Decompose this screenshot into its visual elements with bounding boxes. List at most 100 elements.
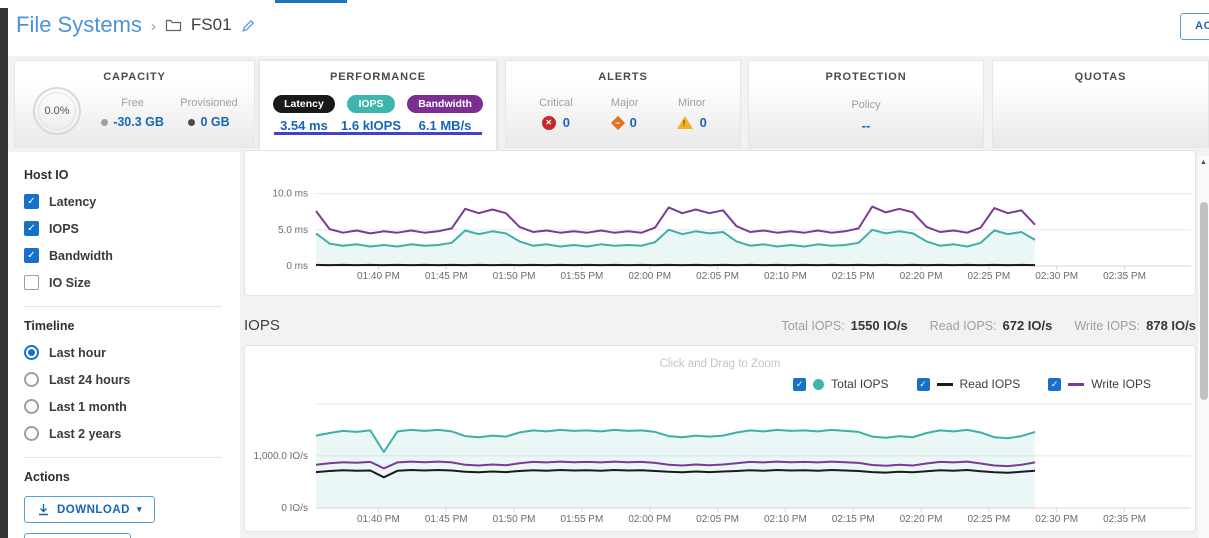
timeline-title: Timeline bbox=[24, 319, 75, 333]
zoom-hint-text: Click and Drag to Zoom bbox=[659, 358, 781, 370]
legend-item-write-iops[interactable]: ✓ Write IOPS bbox=[1048, 377, 1151, 391]
alert-minor: Minor! 0 bbox=[676, 97, 707, 130]
legend-checkbox[interactable]: ✓ bbox=[916, 377, 930, 391]
minor-exclaim: ! bbox=[682, 119, 686, 128]
checkbox-latency[interactable]: ✓ bbox=[24, 194, 39, 209]
checkbox-bandwidth[interactable]: ✓ bbox=[24, 248, 39, 263]
legend-checkbox[interactable]: ✓ bbox=[793, 377, 807, 391]
radio-last-24-hours[interactable] bbox=[24, 372, 39, 387]
x-tick-label: 02:05 PM bbox=[696, 271, 739, 282]
timeline-option-last-1-month[interactable]: Last 1 month bbox=[24, 393, 240, 420]
legend-item-read-iops[interactable]: ✓ Read IOPS bbox=[916, 377, 1021, 391]
chevron-down-icon: ▾ bbox=[137, 504, 143, 514]
actions-title: Actions bbox=[24, 470, 70, 484]
host-io-option-latency[interactable]: ✓ Latency bbox=[24, 188, 240, 215]
performance-card[interactable]: PERFORMANCE Latency 3.54 ms IOPS 1.6 kIOPS B… bbox=[259, 60, 497, 152]
performance-metric-latency: Latency 3.54 ms bbox=[273, 94, 335, 133]
quotas-card-title: QUOTAS bbox=[1074, 71, 1127, 83]
metric-dot-icon bbox=[101, 118, 109, 126]
iops-section-header: IOPS Total IOPS: 1550 IO/s Read IOPS: 672 I… bbox=[244, 312, 1196, 338]
iops-chart-plot[interactable]: 0 IO/s 1,000.0 IO/s 01:40 PM 01:45 PM 01:50 … bbox=[245, 346, 1197, 533]
y-tick-label: 0 ms bbox=[286, 261, 308, 272]
capacity-card[interactable]: CAPACITY 0.0% Free -30.3 GB Provisioned 0 G… bbox=[14, 60, 255, 148]
x-tick-label: 01:45 PM bbox=[425, 514, 468, 525]
alert-value-row: –0 bbox=[610, 115, 639, 130]
collapsed-nav-rail[interactable] bbox=[0, 8, 8, 538]
latency-chart-plot[interactable]: 0 ms 5.0 ms 10.0 ms 01:40 PM 01:45 PM 01:50 P… bbox=[245, 151, 1197, 297]
x-tick-label: 02:20 PM bbox=[900, 514, 943, 525]
y-tick-label: 10.0 ms bbox=[272, 189, 308, 200]
scrollbar-thumb[interactable] bbox=[1200, 202, 1208, 400]
x-tick-label: 01:50 PM bbox=[493, 514, 536, 525]
y-tick-label: 1,000.0 IO/s bbox=[254, 451, 308, 462]
alert-value-row: ✕ 0 bbox=[539, 115, 573, 130]
download-button[interactable]: DOWNLOAD ▾ bbox=[24, 496, 156, 523]
iops-chart-card[interactable]: Click and Drag to Zoom ✓ Total IOPS ✓ Read … bbox=[244, 345, 1196, 532]
host-io-option-iops[interactable]: ✓ IOPS bbox=[24, 215, 240, 242]
checkbox-iops[interactable]: ✓ bbox=[24, 221, 39, 236]
vertical-scrollbar[interactable]: ▲ bbox=[1197, 156, 1209, 538]
legend-line-marker bbox=[936, 382, 953, 386]
top-accent-bar bbox=[275, 0, 347, 3]
write-latency-series bbox=[315, 205, 1036, 235]
capacity-percent: 0.0% bbox=[38, 92, 76, 130]
total-latency-area bbox=[316, 229, 1035, 266]
iops-stat-write-iops-: Write IOPS: 878 IO/s bbox=[1074, 318, 1196, 333]
x-tick-label: 02:10 PM bbox=[764, 271, 807, 282]
radio-last-2-years[interactable] bbox=[24, 426, 39, 441]
metric-pill: Bandwidth bbox=[407, 95, 483, 113]
host-io-option-io-size[interactable]: IO Size bbox=[24, 269, 240, 296]
x-tick-label: 02:15 PM bbox=[832, 271, 875, 282]
host-io-option-bandwidth[interactable]: ✓ Bandwidth bbox=[24, 242, 240, 269]
critical-alert-icon: ✕ bbox=[541, 115, 556, 130]
stat-value: 878 IO/s bbox=[1146, 317, 1196, 333]
capacity-donut: 0.0% bbox=[33, 87, 81, 135]
metric-pill: IOPS bbox=[347, 95, 395, 113]
sidebar-divider bbox=[24, 306, 222, 307]
alert-critical: Critical ✕ 0 bbox=[539, 97, 573, 130]
stat-value: 1550 IO/s bbox=[850, 317, 908, 333]
x-tick-label: 02:25 PM bbox=[967, 271, 1010, 282]
breadcrumb-separator: › bbox=[150, 17, 156, 35]
metric-pill: Latency bbox=[273, 95, 335, 113]
metric-value-text: 0 GB bbox=[200, 115, 230, 129]
latency-chart-card[interactable]: 0 ms 5.0 ms 10.0 ms 01:40 PM 01:45 PM 01:50 P… bbox=[244, 150, 1196, 296]
legend-item-total-iops[interactable]: ✓ Total IOPS bbox=[793, 377, 889, 391]
alerts-card[interactable]: ALERTS Critical ✕ 0 Major –0 Minor! 0 bbox=[505, 60, 741, 148]
protection-policy-value: -- bbox=[861, 118, 871, 133]
performance-metric-iops: IOPS 1.6 kIOPS bbox=[341, 94, 401, 133]
alert-major: Major –0 bbox=[610, 97, 639, 130]
timeline-option-last-hour[interactable]: Last hour bbox=[24, 339, 240, 366]
timeline-option-last-24-hours[interactable]: Last 24 hours bbox=[24, 366, 240, 393]
legend-label: Write IOPS bbox=[1091, 377, 1151, 391]
alert-count: 0 bbox=[629, 115, 637, 130]
checkbox-label: IO Size bbox=[49, 275, 91, 290]
alert-count: 0 bbox=[562, 115, 571, 130]
stat-label: Write IOPS: bbox=[1074, 318, 1141, 333]
protection-policy-label: Policy bbox=[851, 99, 881, 111]
edit-pencil-icon[interactable] bbox=[241, 18, 256, 33]
reset-zoom-button[interactable]: RESET ZOOM bbox=[24, 533, 132, 538]
protection-card[interactable]: PROTECTION Policy -- bbox=[748, 60, 984, 148]
radio-last-hour[interactable] bbox=[24, 345, 39, 360]
breadcrumb-file-systems-link[interactable]: File Systems bbox=[16, 12, 142, 37]
timeline-option-last-2-years[interactable]: Last 2 years bbox=[24, 420, 240, 447]
x-tick-label: 02:35 PM bbox=[1103, 271, 1146, 282]
x-tick-label: 02:00 PM bbox=[628, 271, 671, 282]
metric-pill-value: 3.54 ms bbox=[280, 118, 328, 133]
download-icon bbox=[37, 503, 50, 516]
radio-last-1-month[interactable] bbox=[24, 399, 39, 414]
iops-section-title: IOPS bbox=[244, 316, 280, 334]
legend-checkbox[interactable]: ✓ bbox=[1048, 377, 1062, 391]
metric-dot-icon bbox=[188, 118, 196, 126]
alert-label: Minor bbox=[678, 97, 706, 109]
stat-label: Read IOPS: bbox=[929, 318, 997, 333]
metric-value: 0 GB bbox=[180, 115, 237, 129]
radio-label: Last 24 hours bbox=[49, 372, 131, 387]
checkbox-io-size[interactable] bbox=[24, 275, 39, 290]
scrollbar-up-arrow-icon[interactable]: ▲ bbox=[1200, 159, 1207, 166]
quotas-card[interactable]: QUOTAS bbox=[992, 60, 1209, 148]
legend-dot-marker bbox=[813, 378, 825, 390]
actions-button[interactable]: ACTIONS bbox=[1180, 13, 1209, 40]
legend-label: Read IOPS bbox=[959, 377, 1021, 391]
